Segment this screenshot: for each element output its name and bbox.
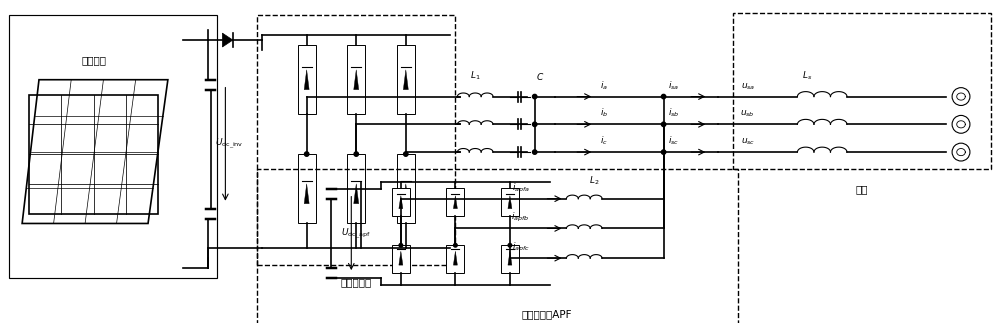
Circle shape <box>661 94 666 99</box>
Circle shape <box>533 94 537 99</box>
Polygon shape <box>508 196 512 209</box>
Polygon shape <box>399 196 403 209</box>
Circle shape <box>533 150 537 154</box>
Text: $i_{apfb}$: $i_{apfb}$ <box>511 211 530 225</box>
Text: $i_{apfa}$: $i_{apfa}$ <box>512 182 530 195</box>
Bar <box>392 188 410 215</box>
Bar <box>733 13 991 169</box>
Polygon shape <box>354 184 359 204</box>
Text: $U_{\mathrm{dc\_inv}}$: $U_{\mathrm{dc\_inv}}$ <box>215 137 244 151</box>
Circle shape <box>399 244 403 247</box>
Circle shape <box>508 244 512 247</box>
Text: $i_b$: $i_b$ <box>600 107 608 119</box>
Bar <box>501 188 519 215</box>
Bar <box>347 45 365 114</box>
Circle shape <box>533 122 537 126</box>
Bar <box>257 15 455 265</box>
Text: $i_{sa}$: $i_{sa}$ <box>668 79 679 92</box>
Text: $u_{sb}$: $u_{sb}$ <box>740 109 755 119</box>
Circle shape <box>661 150 666 154</box>
Bar <box>446 245 464 273</box>
Polygon shape <box>304 184 309 204</box>
Circle shape <box>661 122 666 126</box>
Polygon shape <box>304 70 309 90</box>
Text: $U_{\mathrm{dc\_apf}}$: $U_{\mathrm{dc\_apf}}$ <box>341 226 371 241</box>
Text: $L_s$: $L_s$ <box>802 69 812 82</box>
Polygon shape <box>403 184 408 204</box>
Polygon shape <box>453 196 457 209</box>
Text: $i_a$: $i_a$ <box>600 79 608 92</box>
Text: $i_{sc}$: $i_{sc}$ <box>668 135 679 147</box>
Polygon shape <box>508 251 512 265</box>
Text: $u_{sa}$: $u_{sa}$ <box>741 81 755 92</box>
Polygon shape <box>453 251 457 265</box>
Bar <box>298 45 316 114</box>
Text: $u_{sc}$: $u_{sc}$ <box>741 137 755 147</box>
Text: 有源滤波器APF: 有源滤波器APF <box>522 310 572 320</box>
Polygon shape <box>222 33 233 47</box>
Bar <box>29 95 158 214</box>
Text: $C$: $C$ <box>536 71 544 82</box>
Circle shape <box>354 152 358 156</box>
Bar <box>397 45 415 114</box>
Text: $L_2$: $L_2$ <box>589 174 599 187</box>
Bar <box>392 245 410 273</box>
Bar <box>501 245 519 273</box>
Polygon shape <box>399 251 403 265</box>
Circle shape <box>304 152 309 156</box>
Bar <box>397 154 415 224</box>
Text: $L_1$: $L_1$ <box>470 69 480 82</box>
Text: $i_{sb}$: $i_{sb}$ <box>668 107 679 119</box>
Bar <box>257 169 738 324</box>
Text: $i_c$: $i_c$ <box>600 135 608 147</box>
Bar <box>347 154 365 224</box>
Text: 微网逆变器: 微网逆变器 <box>341 277 372 287</box>
Text: $i_{apfc}$: $i_{apfc}$ <box>512 241 530 254</box>
Circle shape <box>404 152 408 156</box>
Circle shape <box>454 244 457 247</box>
Bar <box>446 188 464 215</box>
Text: 电网: 电网 <box>856 184 868 194</box>
Polygon shape <box>354 70 359 90</box>
Text: 光伏阵列: 光伏阵列 <box>81 55 106 65</box>
Bar <box>298 154 316 224</box>
Polygon shape <box>403 70 408 90</box>
Bar <box>9 15 217 278</box>
